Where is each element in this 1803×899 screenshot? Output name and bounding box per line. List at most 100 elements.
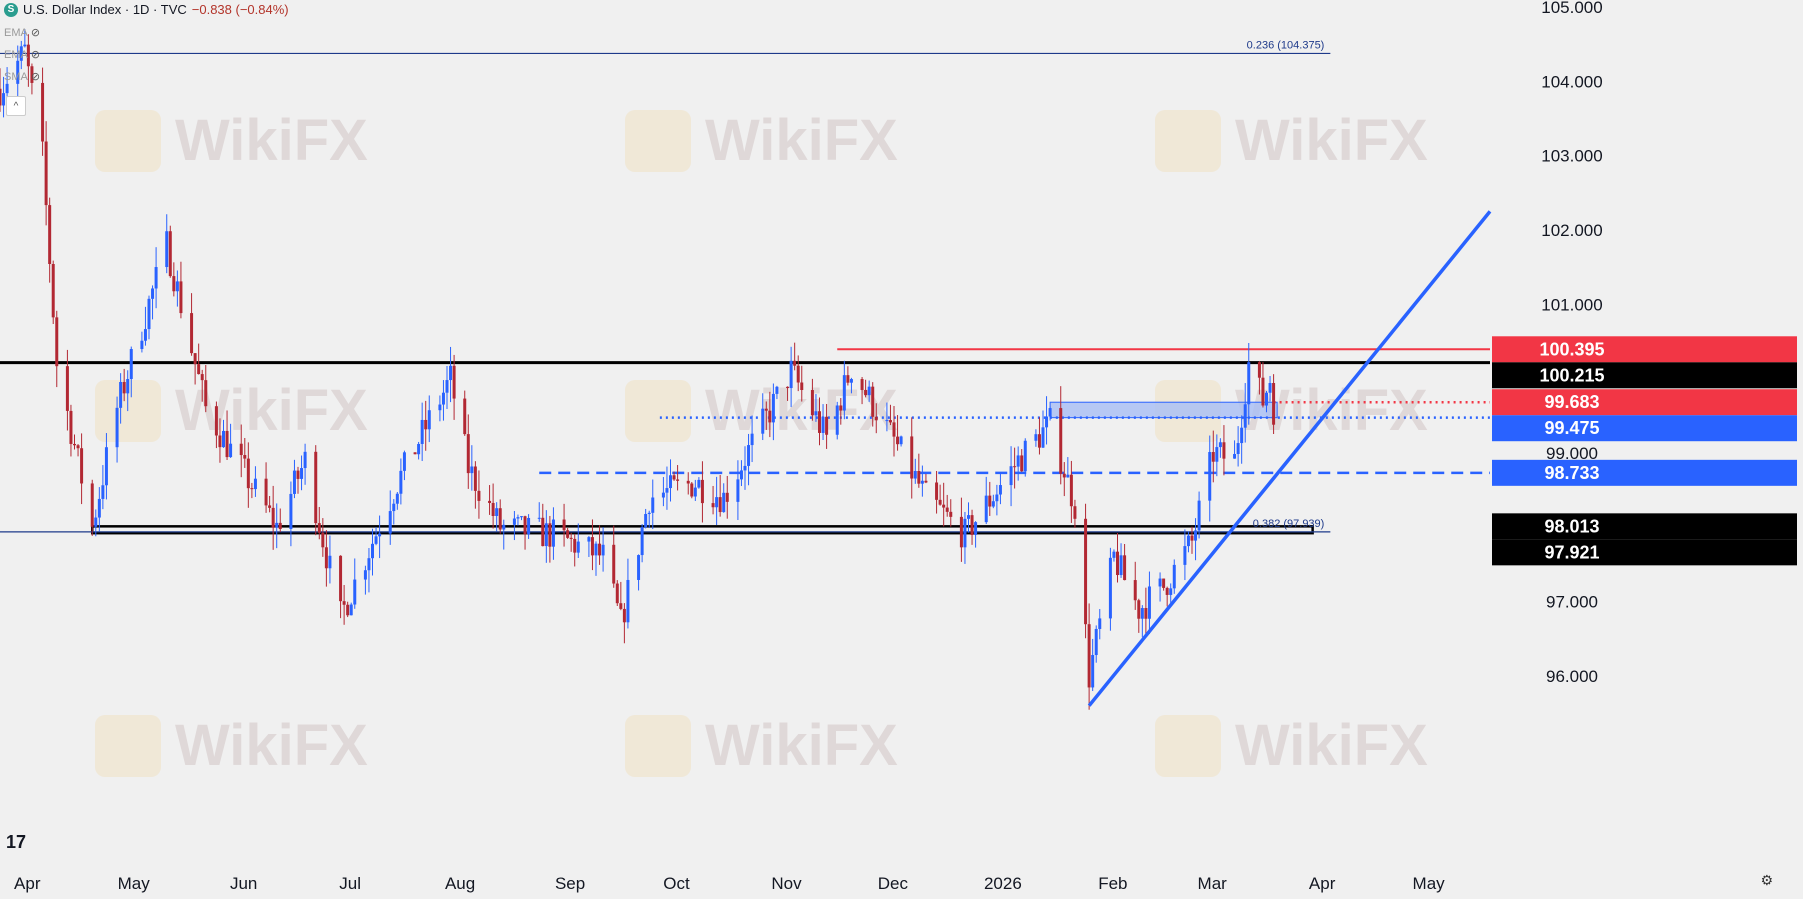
candle-body (1186, 535, 1190, 547)
candle-body (541, 517, 545, 547)
candle-body (190, 313, 194, 354)
candle-body (764, 408, 768, 411)
price-label-bg (1492, 415, 1797, 442)
candle-body (441, 392, 445, 405)
candle-body (1098, 618, 1102, 629)
candle-body (473, 466, 477, 491)
candle-body (44, 141, 48, 206)
candle-body (1211, 452, 1215, 462)
x-tick-label: Feb (1098, 874, 1127, 893)
candle-body (339, 555, 343, 602)
candle-body (1094, 628, 1098, 656)
candle-body (789, 360, 793, 389)
candle-body (818, 411, 821, 433)
candle-body (363, 570, 367, 580)
candle-body (690, 483, 694, 497)
collapse-legend-button[interactable]: ^ (6, 96, 26, 116)
tradingview-logo-icon[interactable]: 17 (6, 832, 27, 852)
candle-body (676, 479, 680, 481)
candle-body (271, 507, 275, 528)
candle-body (48, 205, 52, 264)
candle-body (562, 519, 566, 531)
x-tick-label: May (118, 874, 151, 893)
candle-body (346, 604, 350, 616)
candle-body (328, 555, 332, 569)
candle-body (576, 541, 580, 553)
x-tick-label: 2026 (984, 874, 1022, 893)
candle-body (16, 60, 20, 84)
candle-body (949, 511, 953, 517)
candle-body (73, 443, 76, 446)
candle-body (722, 492, 726, 513)
candle-body (825, 416, 829, 435)
candle-body (590, 537, 594, 556)
candle-body (661, 492, 665, 498)
candle-body (810, 390, 814, 416)
candle-body (289, 493, 293, 529)
candle-body (1158, 578, 1162, 587)
candle-body (296, 470, 300, 479)
price-label: 100.215 (1539, 365, 1604, 385)
candle-body (1016, 455, 1020, 467)
x-tick-label: Dec (878, 874, 909, 893)
candle-body (229, 443, 233, 458)
candle-body (1172, 564, 1176, 589)
candle-body (154, 267, 158, 289)
candle-body (264, 478, 268, 506)
candle-body (917, 470, 921, 484)
candle-body (1066, 474, 1070, 478)
candle-body (1208, 452, 1212, 501)
candle-body (1112, 551, 1116, 558)
candle-body (551, 519, 555, 547)
candle-body (942, 504, 946, 508)
candle-body (1165, 587, 1169, 595)
candle-body (1233, 453, 1237, 459)
candle-body (239, 443, 243, 456)
indicator-ema-2[interactable]: EMA ⊘ (4, 48, 41, 62)
candle-body (292, 470, 296, 494)
candle-body (527, 517, 531, 535)
y-tick-label: 103.000 (1541, 147, 1602, 166)
watermark-logo (1155, 110, 1221, 172)
candle-body (1059, 408, 1063, 474)
candle-body (601, 544, 605, 556)
candle-body (1020, 455, 1024, 472)
candle-body (715, 497, 719, 508)
watermark-layer: WikiFX WikiFX WikiFX WikiFX WikiFX WikiFX Wiki… (95, 108, 1428, 778)
candle-body (498, 508, 502, 530)
candle-body (324, 547, 328, 569)
candle-body (168, 231, 172, 277)
eye-hidden-icon[interactable]: ⊘ (30, 49, 41, 61)
candle-body (420, 419, 424, 444)
trendline (1087, 210, 1492, 707)
candle-body (743, 465, 747, 471)
candle-body (775, 386, 779, 394)
eye-hidden-icon[interactable]: ⊘ (30, 71, 41, 83)
candle-body (544, 523, 548, 547)
eye-hidden-icon[interactable]: ⊘ (30, 27, 41, 39)
candle-body (424, 419, 428, 430)
candle-body (874, 416, 878, 421)
candle-body (143, 329, 147, 341)
settings-icon[interactable]: ⚙ (1760, 872, 1773, 888)
candle-body (502, 524, 506, 530)
candle-body (598, 543, 602, 556)
candle-body (2, 93, 6, 106)
candle-body (849, 379, 853, 383)
symbol-title[interactable]: U.S. Dollar Index · 1D · TVC (23, 2, 187, 17)
x-tick-label: Jun (230, 874, 257, 893)
y-tick-label: 101.000 (1541, 295, 1602, 314)
indicator-sma[interactable]: SMA ⊘ (4, 70, 41, 84)
candle-body (250, 488, 254, 490)
watermark-text: WikiFX (175, 713, 368, 778)
candle-body (984, 495, 988, 523)
candle-body (1183, 546, 1187, 565)
candle-body (94, 517, 98, 527)
candle-body (892, 422, 896, 437)
indicator-ema-1[interactable]: EMA ⊘ (4, 26, 41, 40)
candle-body (736, 479, 740, 502)
candle-body (392, 503, 396, 512)
candle-body (612, 544, 616, 584)
candle-body (793, 360, 797, 366)
